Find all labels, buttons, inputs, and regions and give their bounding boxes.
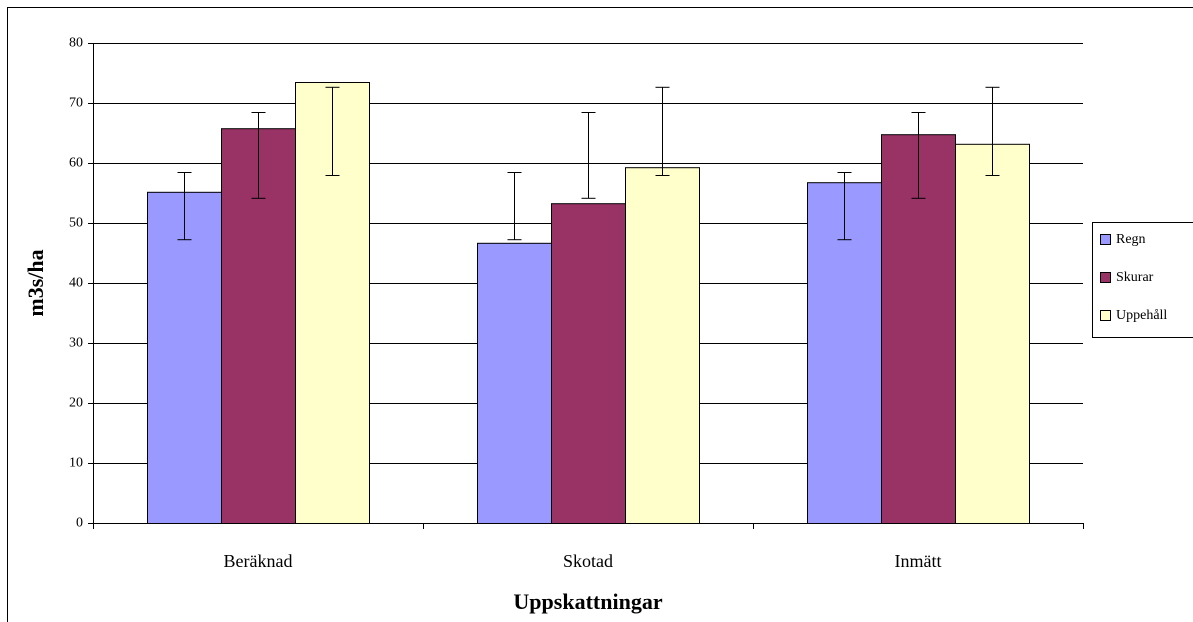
y-tick-label: 60 xyxy=(69,156,83,171)
x-tick-label: Beräknad xyxy=(224,551,293,571)
bar xyxy=(625,167,700,524)
bar xyxy=(881,134,956,524)
legend-swatch xyxy=(1100,310,1111,321)
bar xyxy=(477,242,552,525)
error-bar xyxy=(177,172,192,241)
legend-label: Regn xyxy=(1116,232,1146,247)
error-bar xyxy=(507,172,522,241)
error-bar xyxy=(911,112,926,199)
y-axis-title: m3s/ha xyxy=(23,249,48,316)
y-tick-label: 10 xyxy=(69,456,83,471)
legend-swatch xyxy=(1100,272,1111,283)
y-tick-label: 0 xyxy=(76,516,83,531)
legend-swatch xyxy=(1100,234,1111,245)
x-tick-label: Skotad xyxy=(563,551,613,571)
y-tick-label: 80 xyxy=(69,36,83,51)
y-tick-label: 50 xyxy=(69,216,83,231)
error-bar xyxy=(325,86,340,176)
x-axis-title: Uppskattningar xyxy=(513,589,662,614)
legend-label: Uppehåll xyxy=(1116,308,1167,323)
error-bar xyxy=(837,172,852,241)
y-tick-label: 20 xyxy=(69,396,83,411)
error-bar xyxy=(251,112,266,199)
x-tick-label: Inmätt xyxy=(895,551,942,571)
legend-label: Skurar xyxy=(1116,270,1154,285)
error-bar xyxy=(655,86,670,176)
bar xyxy=(955,143,1030,525)
y-tick-label: 40 xyxy=(69,276,83,291)
bar xyxy=(551,203,626,524)
error-bar xyxy=(985,86,1000,176)
error-bar xyxy=(581,112,596,199)
y-tick-label: 30 xyxy=(69,336,83,351)
y-tick-label: 70 xyxy=(69,96,83,111)
bar xyxy=(147,191,222,525)
